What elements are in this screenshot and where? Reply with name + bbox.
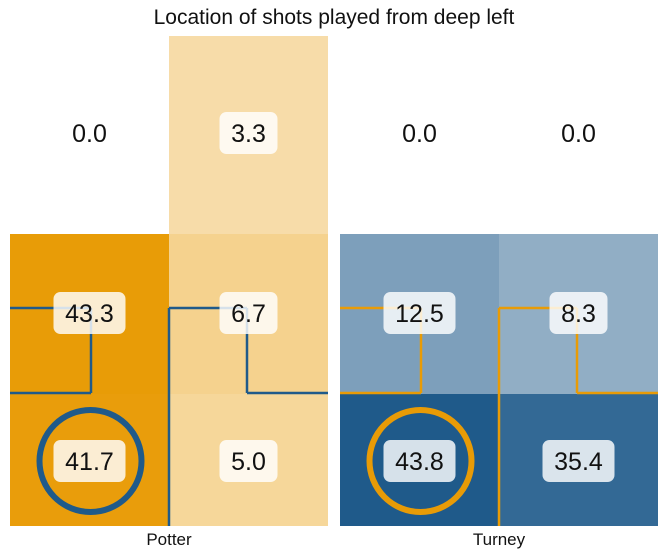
value-label-background [549, 292, 608, 334]
highlight-circle [36, 407, 145, 515]
value-label-background [219, 112, 278, 154]
value-label-potter-r1-c0: 43.3 [65, 300, 114, 328]
value-label-potter-r0-c1: 3.3 [231, 120, 266, 148]
player-name-turney: Turney [473, 530, 526, 549]
heatmap-cell-turney-r0-c1 [499, 36, 658, 234]
value-label-background [219, 292, 278, 334]
value-label-background [53, 292, 126, 334]
value-label-turney-r0-c1: 0.0 [561, 120, 596, 148]
value-label-potter-r1-c1: 6.7 [231, 300, 266, 328]
panel-turney: 0.0 0.0 12.5 8.3 43.8 35.4 Turney [340, 36, 658, 549]
value-label-background [542, 440, 615, 482]
value-label-potter-r2-c0: 41.7 [65, 448, 114, 476]
highlight-circle [366, 407, 475, 515]
chart-title: Location of shots played from deep left [153, 6, 515, 29]
value-label-turney-r1-c1: 8.3 [561, 300, 596, 328]
value-label-turney-r2-c0: 43.8 [395, 448, 444, 476]
value-label-turney-r2-c1: 35.4 [554, 448, 603, 476]
value-label-background [383, 292, 456, 334]
value-label-background [53, 440, 126, 482]
panel-potter: 0.0 3.3 43.3 6.7 41.7 5.0 Potter [10, 36, 328, 549]
value-label-potter-r2-c1: 5.0 [231, 448, 266, 476]
heatmap-cell-turney-r0-c0 [340, 36, 499, 234]
value-label-turney-r1-c0: 12.5 [395, 300, 444, 328]
value-label-background [219, 440, 278, 482]
heatmap-cell-potter-r0-c0 [10, 36, 169, 234]
value-label-turney-r0-c0: 0.0 [402, 120, 437, 148]
player-name-potter: Potter [146, 530, 192, 549]
value-label-potter-r0-c0: 0.0 [72, 120, 107, 148]
value-label-background [383, 440, 456, 482]
